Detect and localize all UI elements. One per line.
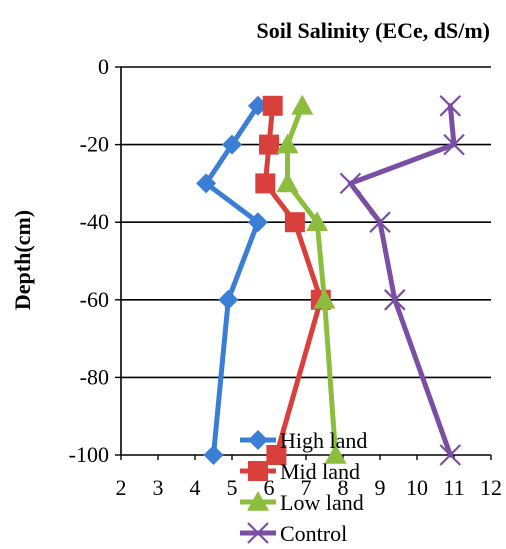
x-tick-label-6: 8 [338,475,349,500]
data-point-2-5 [324,444,347,464]
legend-item-0: High land [240,428,367,453]
data-series [196,94,465,466]
series-line-1 [262,103,324,458]
series-line-3 [347,103,457,458]
x-tick-label-1: 3 [153,475,164,500]
legend-marker-0 [248,430,268,450]
series-control [339,95,465,466]
data-point-0-2 [196,173,217,194]
chart-title: Soil Salinity (ECe, dS/m) [257,18,490,43]
series-high-land [196,95,268,465]
legend-marker-1 [248,461,268,481]
legend-marker-3 [247,522,269,544]
data-point-1-2 [255,173,276,194]
data-point-3-1 [443,133,465,156]
legend: High land Mid land Low land Control [240,428,367,546]
legend-label-2: Low land [280,490,364,515]
legend-label-0: High land [280,428,367,453]
axes: 0 -20 -40 -60 -80 -100 2 3 4 5 6 7 8 9 10 11 12 [69,54,502,500]
data-point-1-0 [262,95,283,116]
x-tick-label-7: 9 [375,475,386,500]
y-tick-label-2: -40 [80,209,109,234]
series-low-land [276,94,347,464]
y-tick-label-1: -20 [80,132,109,157]
x-tick-label-2: 4 [190,475,201,500]
legend-item-2: Low land [240,490,364,515]
series-line-0 [203,103,261,458]
legend-label-3: Control [280,521,347,546]
y-tick-label-4: -80 [80,364,109,389]
x-tick-label-3: 5 [227,475,238,500]
x-tick-label-10: 12 [480,475,502,500]
data-point-1-1 [259,134,279,155]
data-point-2-2 [276,172,299,193]
legend-marker-2 [247,491,269,511]
data-point-3-4 [384,289,406,311]
data-point-1-5 [266,445,287,465]
data-point-3-3 [369,211,391,233]
data-point-0-5 [203,445,224,465]
data-point-3-2 [339,172,362,195]
data-point-0-1 [222,134,242,155]
data-point-2-4 [313,288,336,309]
y-tick-label-0: 0 [98,54,109,79]
data-point-2-3 [306,211,329,231]
y-tick-label-3: -60 [80,287,109,312]
data-point-0-3 [247,212,268,233]
data-point-3-5 [439,444,462,466]
x-tick-label-5: 7 [301,475,312,500]
series-mid-land [255,95,331,465]
series-line-2 [285,103,339,458]
y-axis-label: Depth(cm) [10,210,35,310]
data-point-0-4 [218,289,239,310]
legend-label-1: Mid land [280,459,360,484]
data-point-2-0 [291,94,314,115]
data-point-3-0 [439,95,462,117]
y-tick-label-5: -100 [69,442,109,467]
data-point-1-3 [284,212,305,233]
legend-item-3: Control [240,521,347,546]
x-tick-label-4: 6 [264,475,275,500]
legend-item-1: Mid land [240,459,360,484]
x-tick-label-9: 11 [443,475,464,500]
x-tick-label-0: 2 [116,475,127,500]
x-tick-label-8: 10 [406,475,428,500]
data-point-2-1 [276,133,299,154]
